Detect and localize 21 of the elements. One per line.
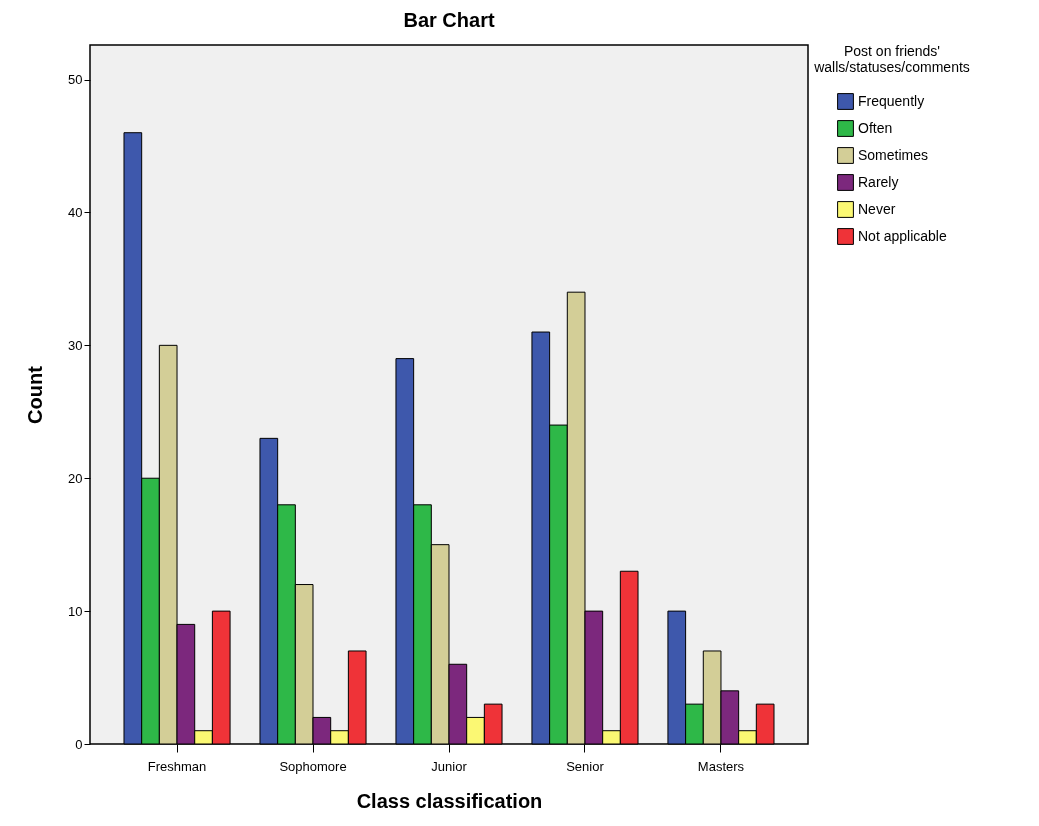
x-tick-label: Masters [697, 758, 745, 774]
legend-label: Not applicable [858, 227, 947, 244]
legend-label: Frequently [858, 92, 925, 109]
y-tick-label: 30 [68, 337, 83, 353]
x-tick-label: Senior [566, 758, 605, 774]
y-tick-label: 50 [68, 72, 83, 88]
y-tick-label: 20 [68, 470, 83, 486]
x-tick-label: Sophomore [279, 758, 347, 774]
y-tick-label: 40 [68, 204, 83, 220]
y-axis-title: Count [24, 365, 47, 424]
legend-label: Sometimes [858, 146, 929, 163]
x-axis-title: Class classification [356, 789, 543, 812]
y-tick-label: 0 [75, 736, 83, 752]
legend-title: Post on friends' walls/statuses/comments [813, 43, 970, 75]
x-tick-label: Junior [431, 758, 468, 774]
legend-label: Rarely [858, 173, 899, 190]
chart-title: Bar Chart [403, 9, 495, 31]
legend-label: Often [858, 119, 893, 136]
legend-label: Never [858, 200, 896, 217]
x-tick-label: Freshman [147, 758, 207, 774]
y-tick-label: 10 [68, 603, 83, 619]
